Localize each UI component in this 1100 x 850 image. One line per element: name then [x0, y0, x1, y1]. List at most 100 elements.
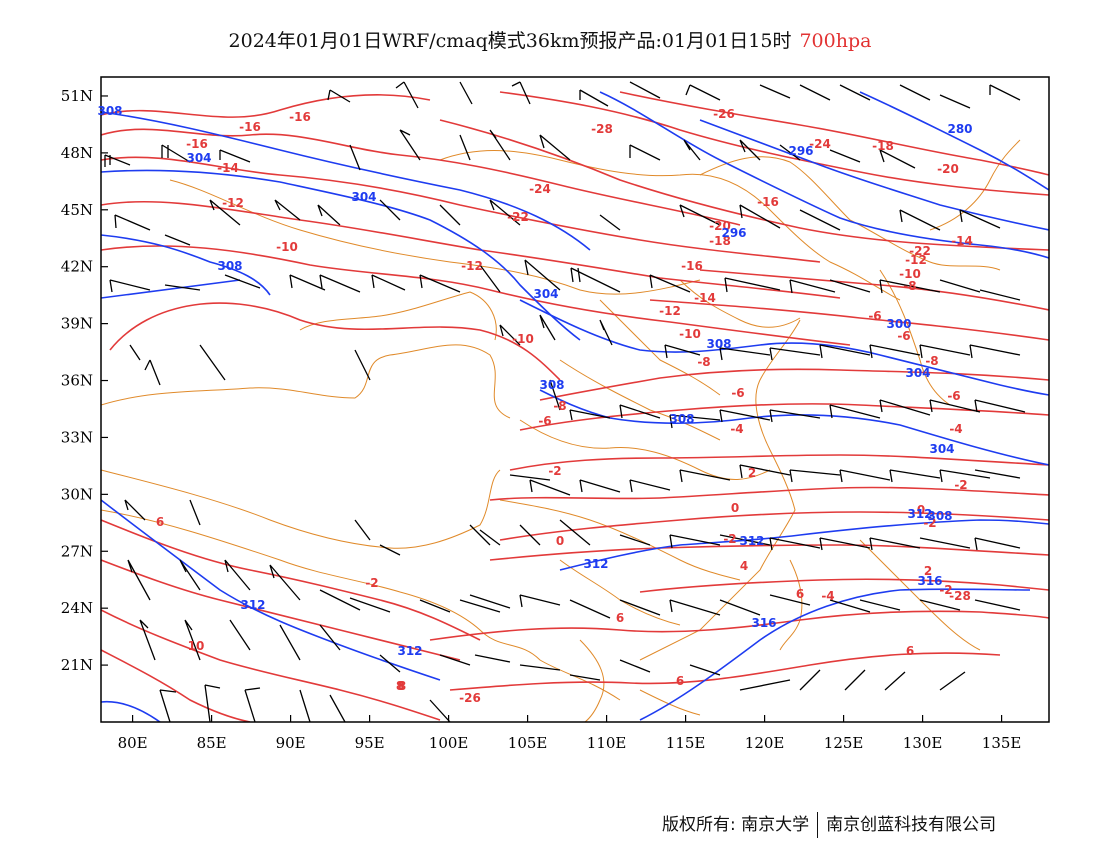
border-line — [101, 469, 501, 549]
temperature-label: -18 — [872, 139, 894, 153]
height-labels: 308 304 304 308 304 308 308 304 312 312 312 312 316 3… — [97, 104, 972, 658]
height-label: 308 — [539, 378, 564, 392]
temperature-contour — [101, 128, 741, 226]
height-label: 304 — [533, 287, 558, 301]
height-label: 312 — [739, 534, 764, 548]
temperature-contour — [699, 269, 1049, 311]
temperature-label: -10 — [679, 327, 701, 341]
temperature-label: -16 — [681, 259, 703, 273]
temperature-contour — [101, 245, 851, 346]
height-label: 312 — [397, 644, 422, 658]
y-tick-label: 24N — [61, 599, 93, 617]
height-label: 304 — [186, 151, 211, 165]
x-tick-label: 80E — [118, 734, 148, 752]
y-tick-label: 33N — [61, 428, 93, 446]
wind-barb — [124, 499, 1021, 556]
height-contour — [101, 279, 241, 299]
temperature-contours — [101, 91, 1049, 722]
temperature-label: -2 — [954, 478, 967, 492]
border-line — [929, 139, 1021, 231]
temperature-label: -12 — [905, 253, 927, 267]
wind-barb — [509, 464, 1021, 496]
plot-area — [101, 77, 1049, 722]
temperature-label: 6 — [906, 644, 914, 658]
temperature-contour — [519, 403, 1049, 431]
footer-separator — [817, 812, 819, 838]
temperature-contour — [489, 486, 1049, 501]
border-line — [699, 156, 1001, 271]
border-line — [559, 359, 721, 441]
temperature-label: -12 — [222, 196, 244, 210]
height-label: 304 — [929, 442, 954, 456]
temperature-label: -2 — [723, 532, 736, 546]
temperature-label: 0 — [731, 501, 739, 515]
y-tick-label: 36N — [61, 372, 93, 390]
wind-barb — [139, 619, 966, 691]
height-contour — [101, 169, 581, 341]
wind-barb — [109, 259, 1021, 301]
x-tick-label: 130E — [903, 734, 943, 752]
height-contours — [101, 91, 1049, 722]
border-line — [299, 291, 497, 341]
temperature-contour — [539, 368, 1049, 401]
temperature-contour — [101, 649, 251, 722]
height-contour — [639, 588, 1031, 721]
wind-barbs — [104, 81, 1026, 722]
border-line — [679, 279, 801, 328]
temperature-label: 6 — [676, 674, 684, 688]
y-tick-label: 27N — [61, 542, 93, 560]
temperature-label: -12 — [461, 259, 483, 273]
temperature-label: -16 — [186, 137, 208, 151]
temperature-label: -26 — [713, 107, 735, 121]
copyright-text: 版权所有: 南京大学 — [662, 815, 810, 835]
temperature-label: -2 — [365, 576, 378, 590]
temperature-contour — [639, 578, 1049, 593]
height-label: 308 — [669, 412, 694, 426]
temperature-label: 2 — [924, 564, 932, 578]
temperature-label: 2 — [748, 466, 756, 480]
temperature-label: -16 — [757, 195, 779, 209]
temperature-label: -10 — [512, 332, 534, 346]
border-line — [499, 499, 741, 581]
temperature-contour — [649, 299, 1049, 341]
x-tick-label: 135E — [982, 734, 1022, 752]
temperature-contour — [101, 609, 441, 721]
border-line — [879, 269, 951, 406]
height-label: 280 — [947, 122, 972, 136]
chart-title: 2024年01月01日WRF/cmaq模式36km预报产品:01月01日15时 7… — [0, 26, 1100, 53]
temperature-label: -24 — [529, 182, 551, 196]
temperature-label: -8 — [697, 355, 710, 369]
temperature-contour — [489, 544, 1049, 561]
height-contour — [101, 111, 591, 251]
temperature-label: -4 — [730, 422, 743, 436]
temperature-label: -6 — [868, 309, 881, 323]
map-layers — [101, 81, 1049, 722]
temperature-label: -22 — [507, 210, 529, 224]
y-tick-label: 39N — [61, 315, 93, 333]
wind-barb — [549, 379, 1026, 429]
height-contour — [599, 91, 1049, 259]
border-line — [101, 509, 621, 701]
wind-barb — [159, 684, 451, 722]
border-line — [519, 419, 771, 480]
x-axis: 80E 85E 90E 95E 100E 105E 110E 115E 120E 125E 130E… — [118, 715, 1022, 752]
height-contour — [101, 234, 271, 296]
temperature-label: -24 — [809, 137, 831, 151]
temperature-label: -14 — [951, 234, 973, 248]
border-line — [579, 639, 605, 722]
temperature-label: 6 — [616, 611, 624, 625]
temperature-label: -28 — [949, 589, 971, 603]
height-label: 304 — [905, 366, 930, 380]
y-tick-label: 51N — [61, 87, 93, 105]
border-line — [859, 539, 981, 651]
height-label: 312 — [907, 507, 932, 521]
title-main: 2024年01月01日WRF/cmaq模式36km预报产品:01月01日15时 — [228, 30, 792, 52]
height-contour — [101, 700, 161, 722]
temperature-label: -2 — [923, 516, 936, 530]
temperature-label: -2 — [939, 583, 952, 597]
temperature-label: -4 — [949, 422, 962, 436]
temperature-contour — [449, 652, 1001, 691]
temperature-label: -16 — [289, 110, 311, 124]
x-tick-label: 95E — [355, 734, 385, 752]
x-tick-label: 105E — [508, 734, 548, 752]
